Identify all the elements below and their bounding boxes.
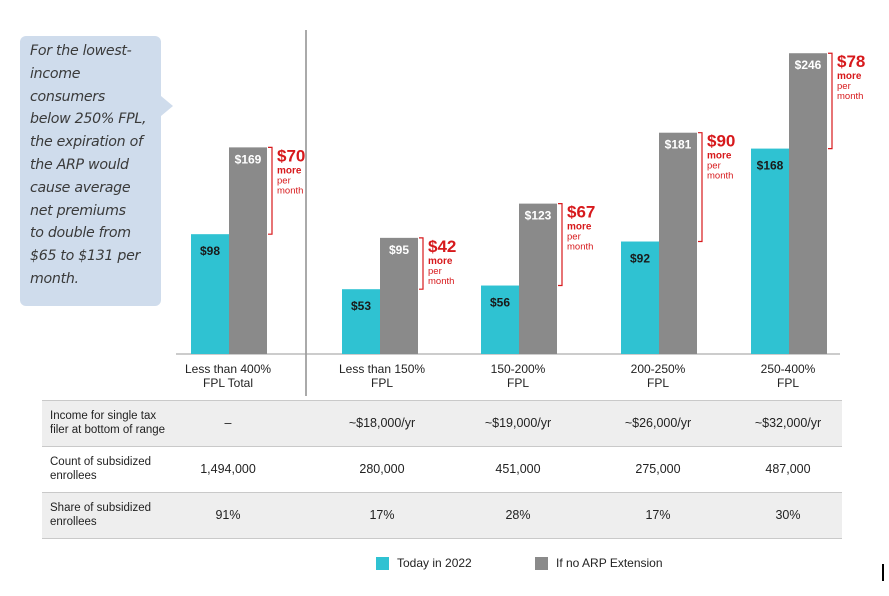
- table-cell: ~$19,000/yr: [484, 416, 552, 430]
- callout-line: below 250% FPL,: [30, 111, 147, 128]
- difference-month: month: [567, 242, 593, 253]
- difference-more: more: [837, 71, 862, 82]
- difference-per: per: [277, 175, 291, 186]
- bar-value-label: $53: [351, 299, 371, 313]
- callout-line: cause average: [30, 179, 131, 196]
- difference-month: month: [277, 185, 303, 196]
- bar-no-arp: [659, 132, 697, 354]
- category-label: 150-200% FPL: [490, 362, 546, 390]
- difference-per: per: [567, 232, 581, 243]
- callout-text: For the lowest- income consumers below 2…: [30, 40, 158, 291]
- bar-today: [191, 234, 229, 354]
- table-divider: [42, 446, 842, 447]
- difference-bracket: [558, 203, 563, 287]
- bar-no-arp: [519, 203, 557, 354]
- difference-more: more: [707, 151, 732, 162]
- table-cell: 28%: [505, 508, 531, 522]
- difference-month: month: [707, 171, 733, 182]
- difference-per: per: [707, 161, 721, 172]
- table-cell: ~$32,000/yr: [754, 416, 822, 430]
- difference-month: month: [837, 91, 863, 102]
- difference-amount: $42: [428, 237, 456, 256]
- legend-label: Today in 2022: [397, 556, 472, 570]
- difference-amount: $90: [707, 132, 735, 151]
- callout-line: to double from: [30, 225, 131, 242]
- table-cell: –: [224, 416, 232, 430]
- difference-bracket: [698, 132, 703, 243]
- callout-line: the expiration of: [30, 134, 143, 151]
- table-cell: 1,494,000: [200, 462, 256, 476]
- bar-no-arp: [229, 147, 267, 354]
- difference-bracket: [419, 237, 424, 290]
- category-label: Less than 400% FPL Total: [184, 362, 272, 390]
- category-label: 250-400% FPL: [760, 362, 816, 390]
- table-cell: 275,000: [635, 462, 681, 476]
- table-cell: 30%: [775, 508, 801, 522]
- difference-bracket: [828, 52, 833, 150]
- legend-item-no-arp: If no ARP Extension: [535, 556, 663, 570]
- difference-amount: $78: [837, 52, 865, 71]
- bar-value-label: $168: [757, 159, 784, 173]
- text-cursor: [882, 564, 884, 581]
- difference-more: more: [277, 165, 302, 176]
- bar-value-label: $98: [200, 244, 220, 258]
- table-cell: 17%: [645, 508, 671, 522]
- callout-line: the ARP would: [30, 156, 129, 173]
- table-divider: [42, 538, 842, 539]
- bar-no-arp: [789, 53, 827, 354]
- difference-per: per: [837, 81, 851, 92]
- table-row-label: Share of subsidized enrollees: [50, 502, 152, 528]
- difference-more: more: [428, 256, 453, 267]
- legend-label: If no ARP Extension: [556, 556, 663, 570]
- bar-today: [751, 148, 789, 354]
- table-row-label: Income for single tax filer at bottom of …: [50, 410, 166, 436]
- table-divider: [42, 492, 842, 493]
- table-cell: 17%: [369, 508, 395, 522]
- category-label: Less than 150% FPL: [338, 362, 426, 390]
- difference-amount: $70: [277, 146, 305, 165]
- bar-today: [342, 289, 380, 354]
- legend-item-today: Today in 2022: [376, 556, 472, 570]
- bar-value-label: $123: [525, 209, 552, 223]
- bar-today: [621, 241, 659, 354]
- callout-line: For the lowest-: [30, 43, 132, 59]
- difference-amount: $67: [567, 203, 595, 222]
- table-row-band: [42, 492, 842, 538]
- callout-line: consumers: [30, 88, 105, 105]
- table-cell: 487,000: [765, 462, 811, 476]
- bar-value-label: $181: [665, 138, 692, 152]
- table-cell: 91%: [215, 508, 241, 522]
- bar-no-arp: [380, 237, 418, 354]
- difference-more: more: [567, 222, 592, 233]
- bar-today: [481, 285, 519, 354]
- category-label: 200-250% FPL: [630, 362, 686, 390]
- callout-line: net premiums: [30, 202, 126, 219]
- bar-value-label: $246: [795, 58, 822, 72]
- callout-line: $65 to $131 per: [30, 248, 141, 265]
- difference-per: per: [428, 266, 442, 277]
- table-row-band: [42, 400, 842, 446]
- difference-month: month: [428, 276, 454, 287]
- table-cell: 280,000: [359, 462, 405, 476]
- callout-box: [20, 36, 173, 306]
- legend-swatch: [535, 556, 548, 570]
- table-row-label: Count of subsidized enrollees: [50, 456, 152, 482]
- table-cell: 451,000: [495, 462, 541, 476]
- bar-value-label: $56: [490, 296, 510, 310]
- bar-value-label: $95: [389, 243, 409, 257]
- difference-bracket: [268, 146, 273, 235]
- table-cell: ~$18,000/yr: [348, 416, 416, 430]
- callout-line: income: [30, 65, 81, 82]
- callout-line: month.: [30, 270, 79, 287]
- table-cell: ~$26,000/yr: [624, 416, 692, 430]
- table-divider: [42, 400, 842, 401]
- bar-value-label: $169: [235, 152, 262, 166]
- legend-swatch: [376, 556, 389, 570]
- bar-value-label: $92: [630, 252, 650, 266]
